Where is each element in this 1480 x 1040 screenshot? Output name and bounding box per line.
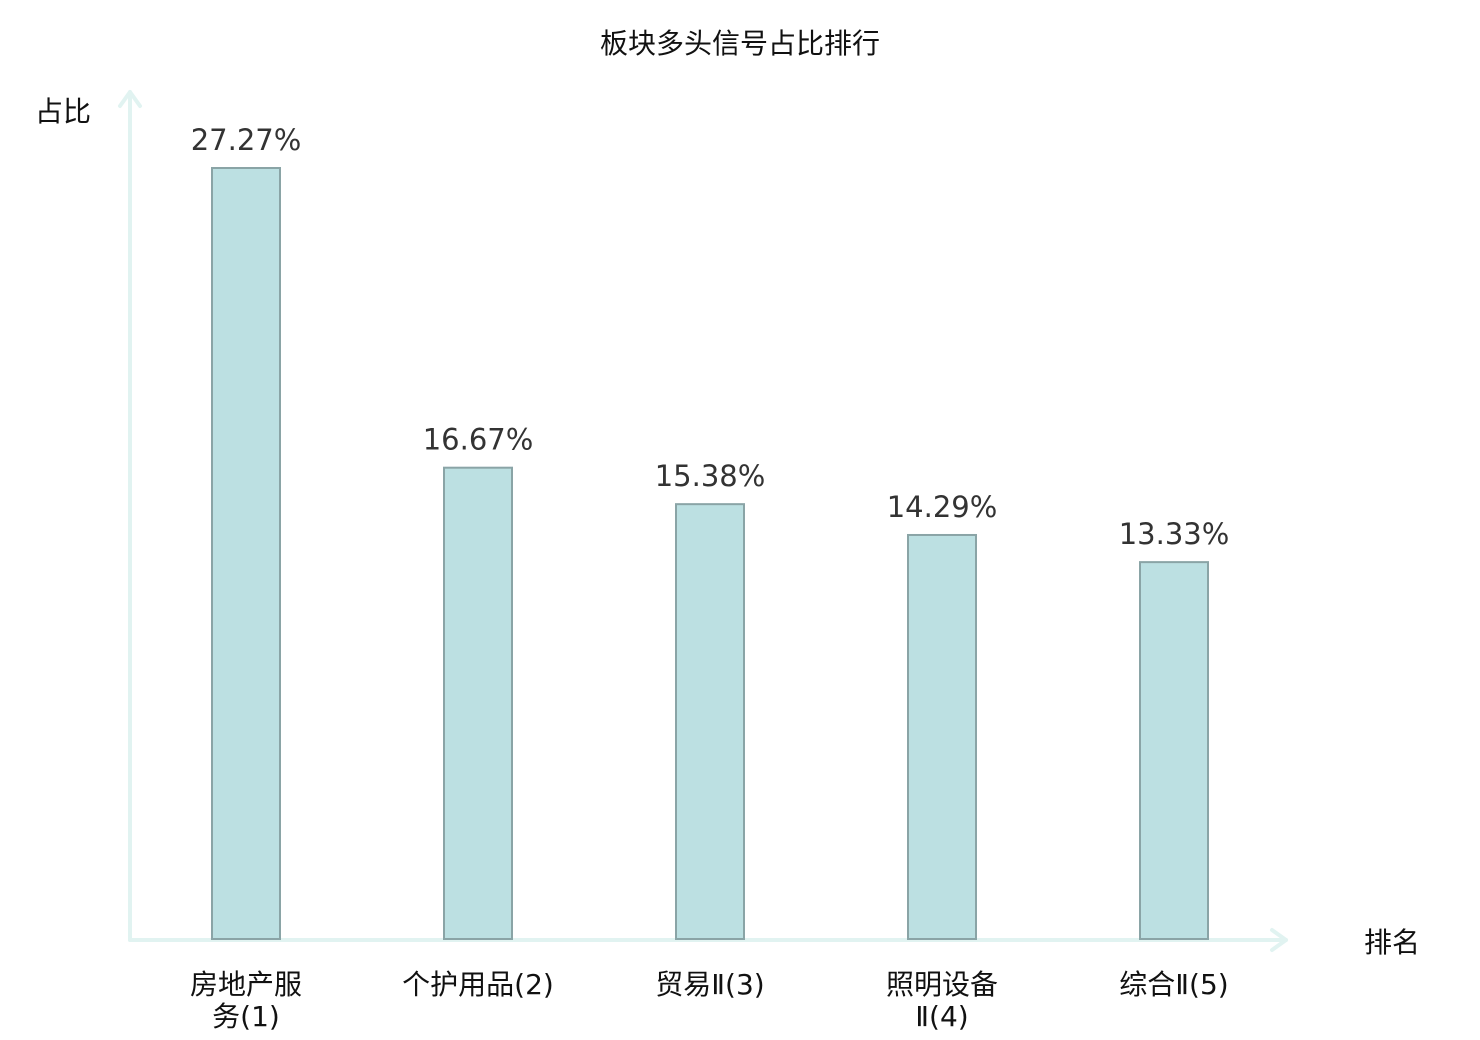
bar-5 [1139,561,1209,941]
value-label-5: 13.33% [1119,517,1230,551]
bars [211,167,1209,941]
category-label-3: 贸易Ⅱ(3) [655,968,764,1001]
value-labels: 27.27% 16.67% 15.38% 14.29% 13.33% [191,123,1230,551]
category-label-1: 房地产服务(1) [190,968,302,1033]
x-axis-arrow [1270,928,1288,952]
category-label-3-line-1: 贸易Ⅱ(3) [655,968,764,1001]
value-label-4: 14.29% [887,490,998,524]
value-label-2: 16.67% [423,423,534,457]
y-axis-label: 占比 [35,95,91,128]
bar-4 [907,533,977,941]
x-axis-label: 排名 [1364,926,1420,959]
category-label-1-line-2: 务(1) [212,1000,280,1033]
bar-3 [675,503,745,940]
bar-1 [211,167,281,940]
value-label-3: 15.38% [655,459,766,493]
chart-title: 板块多头信号占比排行 [600,27,880,60]
category-label-1-line-1: 房地产服 [190,968,302,1001]
bar-2 [443,466,513,940]
category-label-2-line-1: 个护用品(2) [402,968,554,1001]
category-label-5-line-1: 综合Ⅱ(5) [1119,968,1228,1001]
category-labels: 房地产服务(1) 个护用品(2) 贸易Ⅱ(3) 照明设备 Ⅱ(4) 综合Ⅱ(5) [190,968,1229,1033]
category-label-5: 综合Ⅱ(5) [1119,968,1228,1001]
category-label-4-line-2: Ⅱ(4) [915,1000,968,1033]
category-label-4-line-1: 照明设备 [886,968,998,1001]
category-label-4: 照明设备 Ⅱ(4) [886,968,998,1033]
y-axis-arrow [118,90,142,108]
value-label-1: 27.27% [191,123,302,157]
category-label-2: 个护用品(2) [402,968,554,1001]
